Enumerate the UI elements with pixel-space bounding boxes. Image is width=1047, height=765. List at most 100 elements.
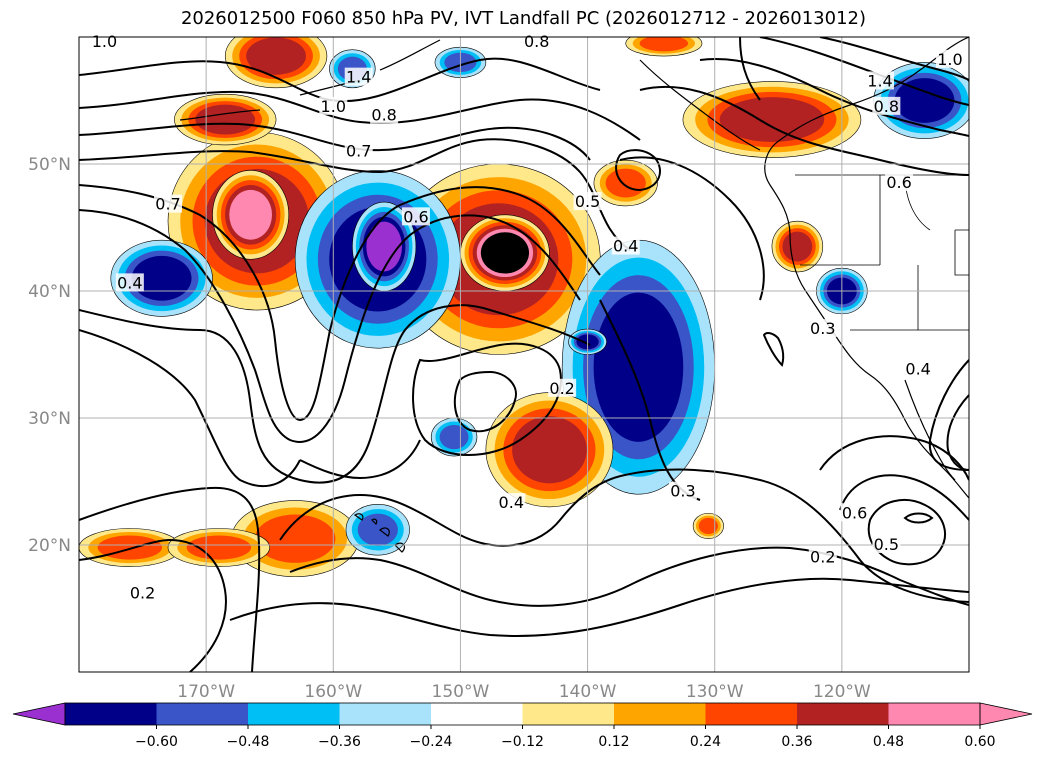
- coastline: [179, 37, 969, 553]
- north-america-coast: [764, 37, 969, 499]
- map-frame: [78, 36, 970, 673]
- contour-label: 0.6: [842, 503, 867, 522]
- contour-line: [229, 577, 969, 637]
- contour-label: 0.8: [874, 97, 899, 116]
- lon-tick-label: 140°W: [559, 682, 617, 702]
- colorbar-segment: [797, 703, 889, 725]
- contour-label: 1.4: [867, 71, 892, 90]
- pv-shade-level-4: [195, 104, 256, 135]
- contour-line: [819, 37, 969, 81]
- contour-label-bg: [401, 207, 430, 226]
- contour-label-bg: [935, 49, 964, 68]
- lat-tick-label: 20°N: [28, 536, 71, 556]
- colorbar-segment: [156, 703, 249, 725]
- contour-label-bg: [115, 273, 144, 292]
- contour-line: [279, 468, 969, 603]
- pv-shade-level-4: [512, 416, 587, 484]
- contour-label: 0.5: [874, 535, 899, 554]
- pv-shade-level-3: [439, 424, 469, 450]
- contour-line: [79, 209, 581, 443]
- contour-label: 0.4: [613, 237, 638, 256]
- contour-line: [79, 304, 591, 484]
- pv-anomaly-9: [174, 93, 277, 146]
- contour-line: [867, 499, 946, 566]
- contour-label-bg: [573, 192, 602, 211]
- contour-line: [79, 329, 301, 487]
- colorbar-tick-label: −0.48: [227, 734, 270, 750]
- contour-label: 1.0: [937, 50, 962, 69]
- pv-anomaly-14: [231, 500, 360, 578]
- contour-label: 0.6: [403, 207, 428, 226]
- pv-anomaly-5: [352, 201, 417, 292]
- lat-tick-label: 50°N: [28, 155, 71, 175]
- pv-anomaly-15: [79, 528, 181, 567]
- lon-tick-label: 170°W: [177, 682, 235, 702]
- colorbar-segment: [248, 703, 340, 725]
- contour-line: [79, 486, 261, 672]
- colorbar-tick-label: −0.36: [318, 734, 361, 750]
- contour-line: [289, 546, 969, 607]
- colorbar-tick-label: 0.60: [964, 734, 995, 750]
- contour-label-bg: [344, 67, 373, 86]
- contour-label-bg: [668, 481, 697, 500]
- pv-shading: [79, 37, 969, 578]
- contour-line: [839, 474, 969, 521]
- pv-shade-level-3: [605, 168, 646, 198]
- colorbar-tick-label: −0.24: [410, 734, 453, 750]
- contour-label: 1.0: [321, 97, 346, 116]
- contour-label: 0.7: [346, 141, 371, 160]
- pv-shade-level-4: [719, 97, 825, 142]
- pv-shade-level-4: [593, 292, 684, 442]
- contour-label-bg: [611, 236, 640, 255]
- pv-anomaly-20: [692, 512, 724, 539]
- contour-line: [739, 37, 761, 101]
- pv-shade-level-3: [254, 514, 336, 563]
- pv-anomaly-13: [593, 159, 658, 207]
- alaska-islands: [179, 39, 761, 151]
- contour-line: [299, 439, 421, 480]
- pv-anomaly-3: [460, 214, 550, 292]
- lat-tick-label: 40°N: [28, 282, 71, 302]
- contour-label: 0.4: [117, 273, 142, 292]
- pv-anomaly-22: [224, 37, 328, 89]
- pv-anomaly-8: [485, 392, 614, 508]
- contour-label: 1.4: [346, 68, 371, 87]
- contour-line: [762, 332, 785, 367]
- pv-shade-level-4: [131, 255, 192, 301]
- contour-label: 0.8: [524, 32, 549, 51]
- pv-anomaly-11: [682, 81, 862, 158]
- pv-shade-level-3: [97, 535, 163, 560]
- colorbar-segment: [431, 703, 523, 725]
- contour-label-bg: [872, 96, 901, 115]
- colorbar-tick-label: 0.48: [873, 734, 904, 750]
- lon-tick-label: 130°W: [686, 682, 744, 702]
- contour-line: [79, 538, 227, 672]
- contour-label-bg: [866, 71, 894, 90]
- pv-shade-level-4: [246, 37, 306, 75]
- colorbar-extend-high: [979, 702, 1033, 726]
- pv-anomaly-25: [625, 37, 703, 57]
- colorbar-segment: [339, 703, 432, 725]
- contour-label-bg: [872, 535, 901, 553]
- colorbar-extend-low: [12, 702, 66, 726]
- contour-line: [79, 184, 601, 422]
- contour-labels: 1.01.41.0 0.80.80.70.70.60.50.40.40.20.40…: [90, 32, 964, 602]
- colorbar-segment: [705, 703, 798, 725]
- contour-label: 0.4: [905, 360, 930, 379]
- contour-label: 0.7: [155, 195, 180, 214]
- contour-label: 0.2: [549, 379, 574, 398]
- contour-label-bg: [808, 319, 837, 338]
- contour-label-bg: [904, 359, 933, 378]
- ivt-contours: [79, 37, 969, 672]
- colorbar-tick-label: −0.60: [135, 734, 178, 750]
- colorbar: −0.60 −0.48 −0.36 −0.24 −0.12 0.12 0.24 0.36 0.4…: [12, 702, 1033, 750]
- contour-label: 0.5: [575, 192, 600, 211]
- contour-line: [639, 85, 969, 176]
- state-borders: [795, 174, 969, 331]
- pv-shade-level-5: [366, 221, 402, 272]
- contour-label-bg: [497, 493, 526, 512]
- contour-line: [412, 342, 562, 456]
- pv-shade-level-3: [357, 513, 398, 546]
- contour-label-bg: [808, 547, 837, 566]
- pv-anomaly-18: [430, 417, 478, 457]
